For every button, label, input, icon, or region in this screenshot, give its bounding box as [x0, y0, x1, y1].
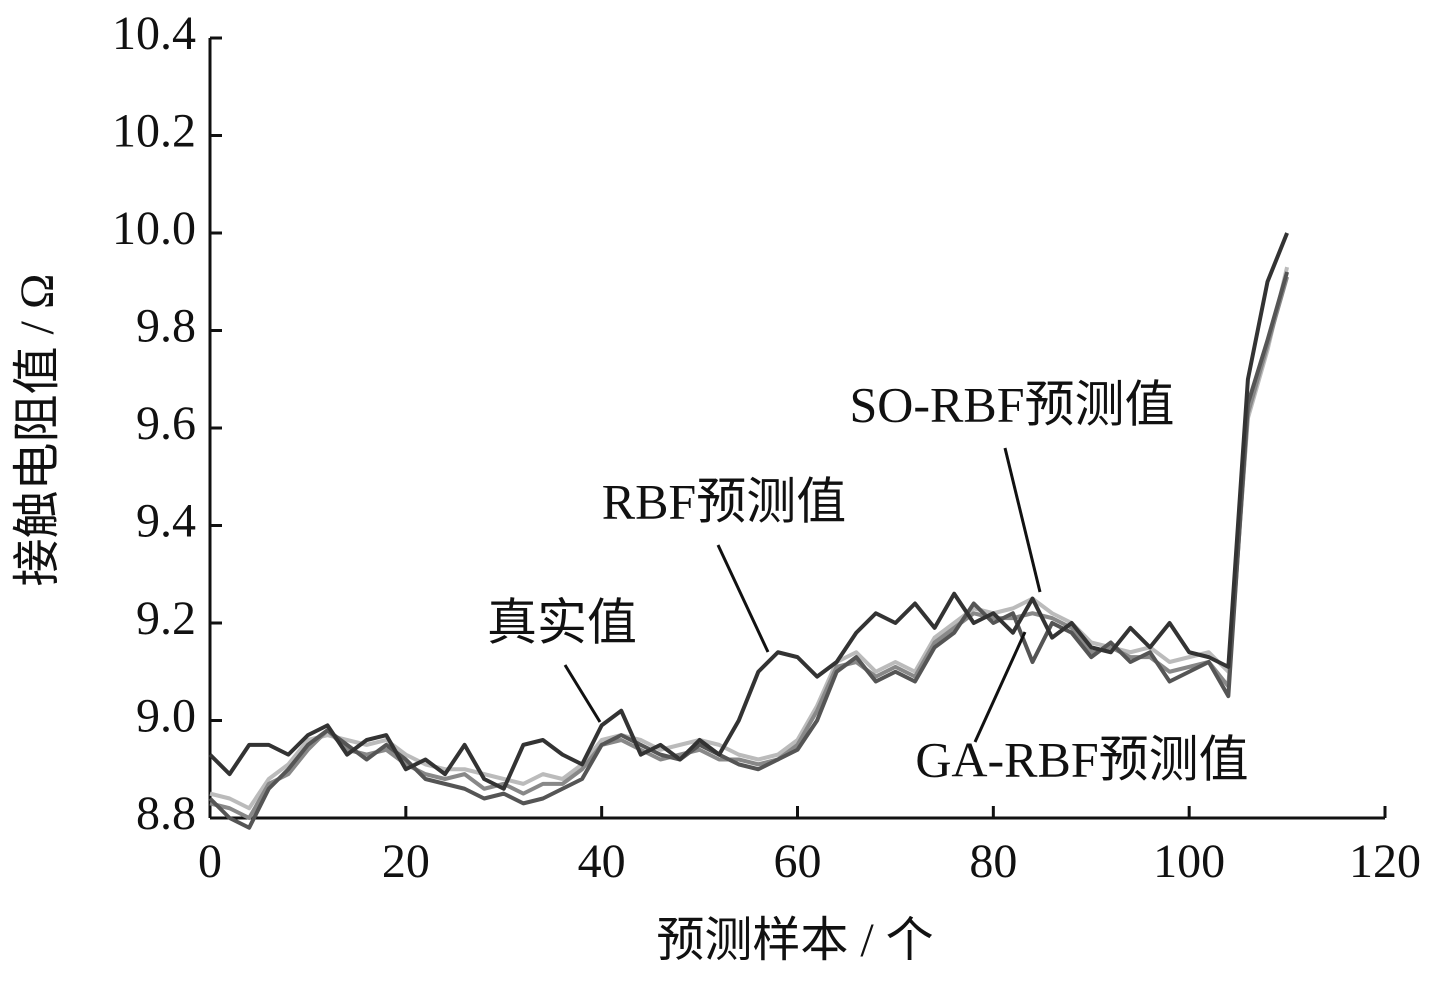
- y-tick-label: 9.4: [136, 495, 196, 548]
- x-tick-label: 60: [774, 835, 822, 888]
- y-tick-label: 9.6: [136, 397, 196, 450]
- y-tick-label: 9.8: [136, 300, 196, 353]
- leader-line: [563, 664, 602, 723]
- y-tick-label: 10.2: [112, 105, 196, 158]
- x-tick-label: 20: [382, 835, 430, 888]
- series-label: 真实值: [487, 594, 637, 650]
- y-tick-label: 9.0: [136, 690, 196, 743]
- series-line: [209, 276, 1290, 820]
- leader-line: [1003, 447, 1042, 593]
- series-line: [208, 271, 1290, 830]
- x-tick-label: 120: [1349, 835, 1421, 888]
- x-tick-label: 100: [1153, 835, 1225, 888]
- series-line: [209, 266, 1290, 811]
- x-axis-title: 预测样本 / 个: [656, 914, 933, 967]
- y-tick-label: 9.2: [136, 592, 196, 645]
- y-tick-label: 10.0: [112, 202, 196, 255]
- y-axis-title: 接触电阻值 / Ω: [11, 273, 64, 586]
- series-line: [208, 232, 1289, 791]
- series-label: GA-RBF预测值: [915, 731, 1248, 787]
- y-tick-label: 10.4: [112, 7, 196, 60]
- x-tick-label: 0: [198, 835, 222, 888]
- leader-line: [973, 631, 1027, 743]
- x-tick-label: 80: [969, 835, 1017, 888]
- y-tick-label: 8.8: [136, 787, 196, 840]
- leader-line: [716, 544, 770, 653]
- series-label: SO-RBF预测值: [849, 376, 1174, 432]
- x-tick-label: 40: [578, 835, 626, 888]
- series-label: RBF预测值: [602, 473, 847, 529]
